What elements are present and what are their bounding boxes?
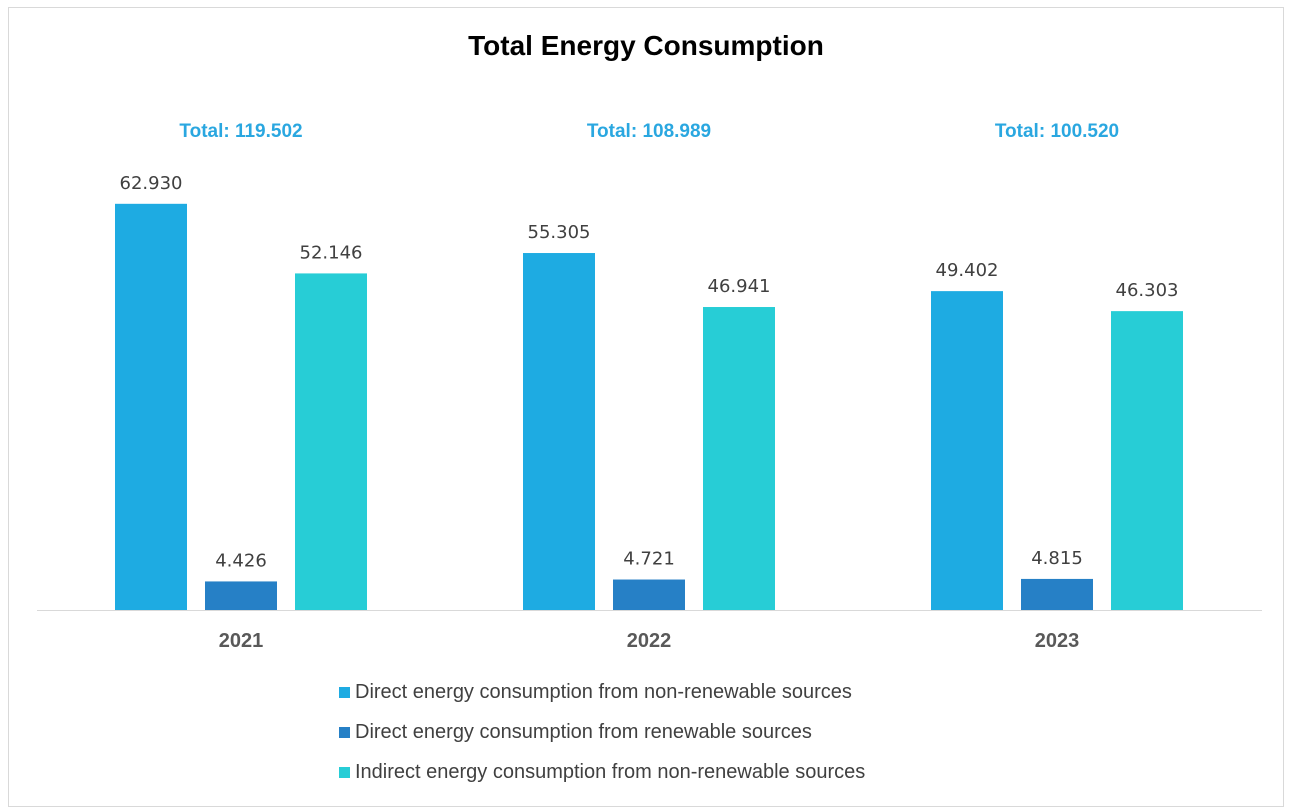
legend-swatch-3 (339, 766, 350, 778)
bar-2022-series-2 (613, 579, 685, 610)
legend-label-3: Indirect energy consumption from non-ren… (355, 760, 866, 783)
value-label-2023-series-3: 46.303 (1116, 280, 1179, 301)
value-label-2022-series-2: 4.721 (623, 549, 675, 570)
category-label-2022: 2022 (627, 630, 672, 652)
total-label-2021: Total: 119.502 (179, 121, 302, 142)
bar-2021-series-2 (205, 581, 277, 610)
bar-2022-series-3 (703, 307, 775, 610)
bar-2023-series-2 (1021, 578, 1093, 610)
value-label-2023-series-1: 49.402 (936, 260, 999, 281)
legend-swatch-2 (339, 726, 350, 738)
value-label-2022-series-3: 46.941 (708, 276, 771, 297)
category-label-2023: 2023 (1035, 630, 1080, 652)
value-label-2021-series-1: 62.930 (120, 173, 183, 194)
legend-item-2: Direct energy consumption from renewable… (339, 712, 865, 752)
value-label-2021-series-2: 4.426 (215, 550, 267, 571)
chart-title: Total Energy Consumption (468, 30, 824, 61)
chart-frame (8, 7, 1284, 807)
value-label-2022-series-1: 55.305 (528, 222, 591, 243)
chart-legend: Direct energy consumption from non-renew… (339, 672, 865, 792)
value-label-2023-series-2: 4.815 (1031, 548, 1083, 569)
value-label-2021-series-3: 52.146 (300, 242, 363, 263)
legend-swatch-1 (339, 686, 350, 698)
category-label-2021: 2021 (219, 630, 264, 652)
bar-2023-series-3 (1111, 311, 1183, 610)
bar-2022-series-1 (523, 253, 595, 610)
chart-plot-area: Total: 119.502 62.930 4.426 52.146 2021 Total… (37, 121, 1262, 652)
legend-label-1: Direct energy consumption from non-renew… (355, 680, 852, 703)
bar-2023-series-1 (931, 291, 1003, 610)
bar-2021-series-1 (115, 203, 187, 611)
total-label-2023: Total: 100.520 (995, 121, 1119, 142)
legend-label-2: Direct energy consumption from renewable… (355, 720, 812, 743)
total-label-2022: Total: 108.989 (587, 121, 711, 142)
bar-2021-series-3 (295, 273, 367, 610)
legend-item-1: Direct energy consumption from non-renew… (339, 672, 865, 712)
legend-item-3: Indirect energy consumption from non-ren… (339, 752, 865, 792)
